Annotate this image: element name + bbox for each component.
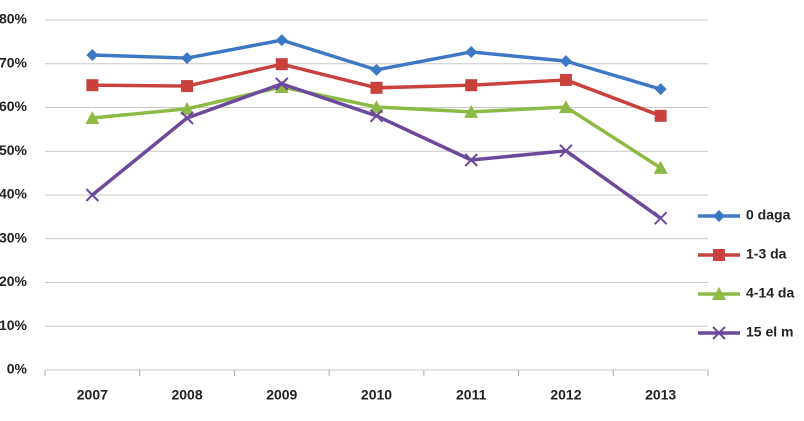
marker	[558, 100, 573, 114]
x-tick-label: 2007	[77, 387, 108, 403]
marker	[180, 101, 195, 115]
x-tick-label: 2013	[645, 387, 676, 403]
marker	[180, 111, 194, 125]
marker	[85, 111, 100, 124]
marker	[181, 80, 194, 93]
y-tick-label: 80%	[0, 11, 28, 27]
marker	[712, 326, 726, 340]
marker	[275, 34, 288, 47]
marker	[464, 153, 478, 167]
legend-label: 15 el m	[746, 324, 793, 340]
marker	[464, 104, 479, 118]
legend-label: 1-3 da	[746, 246, 787, 262]
marker	[559, 55, 572, 68]
marker	[86, 49, 99, 61]
legend-label: 4-14 da	[746, 285, 794, 301]
marker	[86, 79, 99, 92]
y-tick-label: 10%	[0, 317, 28, 333]
marker	[653, 211, 668, 225]
x-tick-label: 2009	[266, 387, 297, 403]
x-tick-label: 2010	[361, 387, 392, 403]
y-tick-label: 50%	[0, 142, 28, 158]
marker	[712, 287, 726, 300]
marker	[654, 109, 667, 122]
marker	[559, 144, 573, 158]
marker	[369, 109, 384, 123]
x-tick-label: 2008	[171, 387, 202, 403]
marker	[713, 210, 725, 222]
marker	[654, 83, 667, 96]
marker	[465, 79, 478, 92]
legend-label: 0 daga	[746, 207, 791, 223]
y-tick-label: 70%	[0, 54, 28, 70]
y-tick-label: 40%	[0, 186, 28, 202]
marker	[369, 100, 384, 114]
x-tick-label: 2012	[550, 387, 581, 403]
marker	[653, 160, 668, 174]
x-tick-label: 2011	[456, 387, 487, 403]
marker	[275, 77, 289, 91]
marker	[275, 58, 288, 71]
marker	[181, 52, 194, 65]
marker	[465, 45, 478, 58]
marker	[370, 81, 383, 94]
marker	[713, 249, 725, 261]
y-tick-label: 30%	[0, 229, 28, 245]
y-tick-label: 20%	[0, 273, 28, 289]
y-tick-label: 0%	[7, 361, 28, 377]
marker	[85, 188, 100, 202]
y-tick-label: 60%	[0, 98, 28, 114]
marker	[370, 63, 383, 76]
marker	[559, 73, 572, 86]
marker	[274, 79, 289, 93]
